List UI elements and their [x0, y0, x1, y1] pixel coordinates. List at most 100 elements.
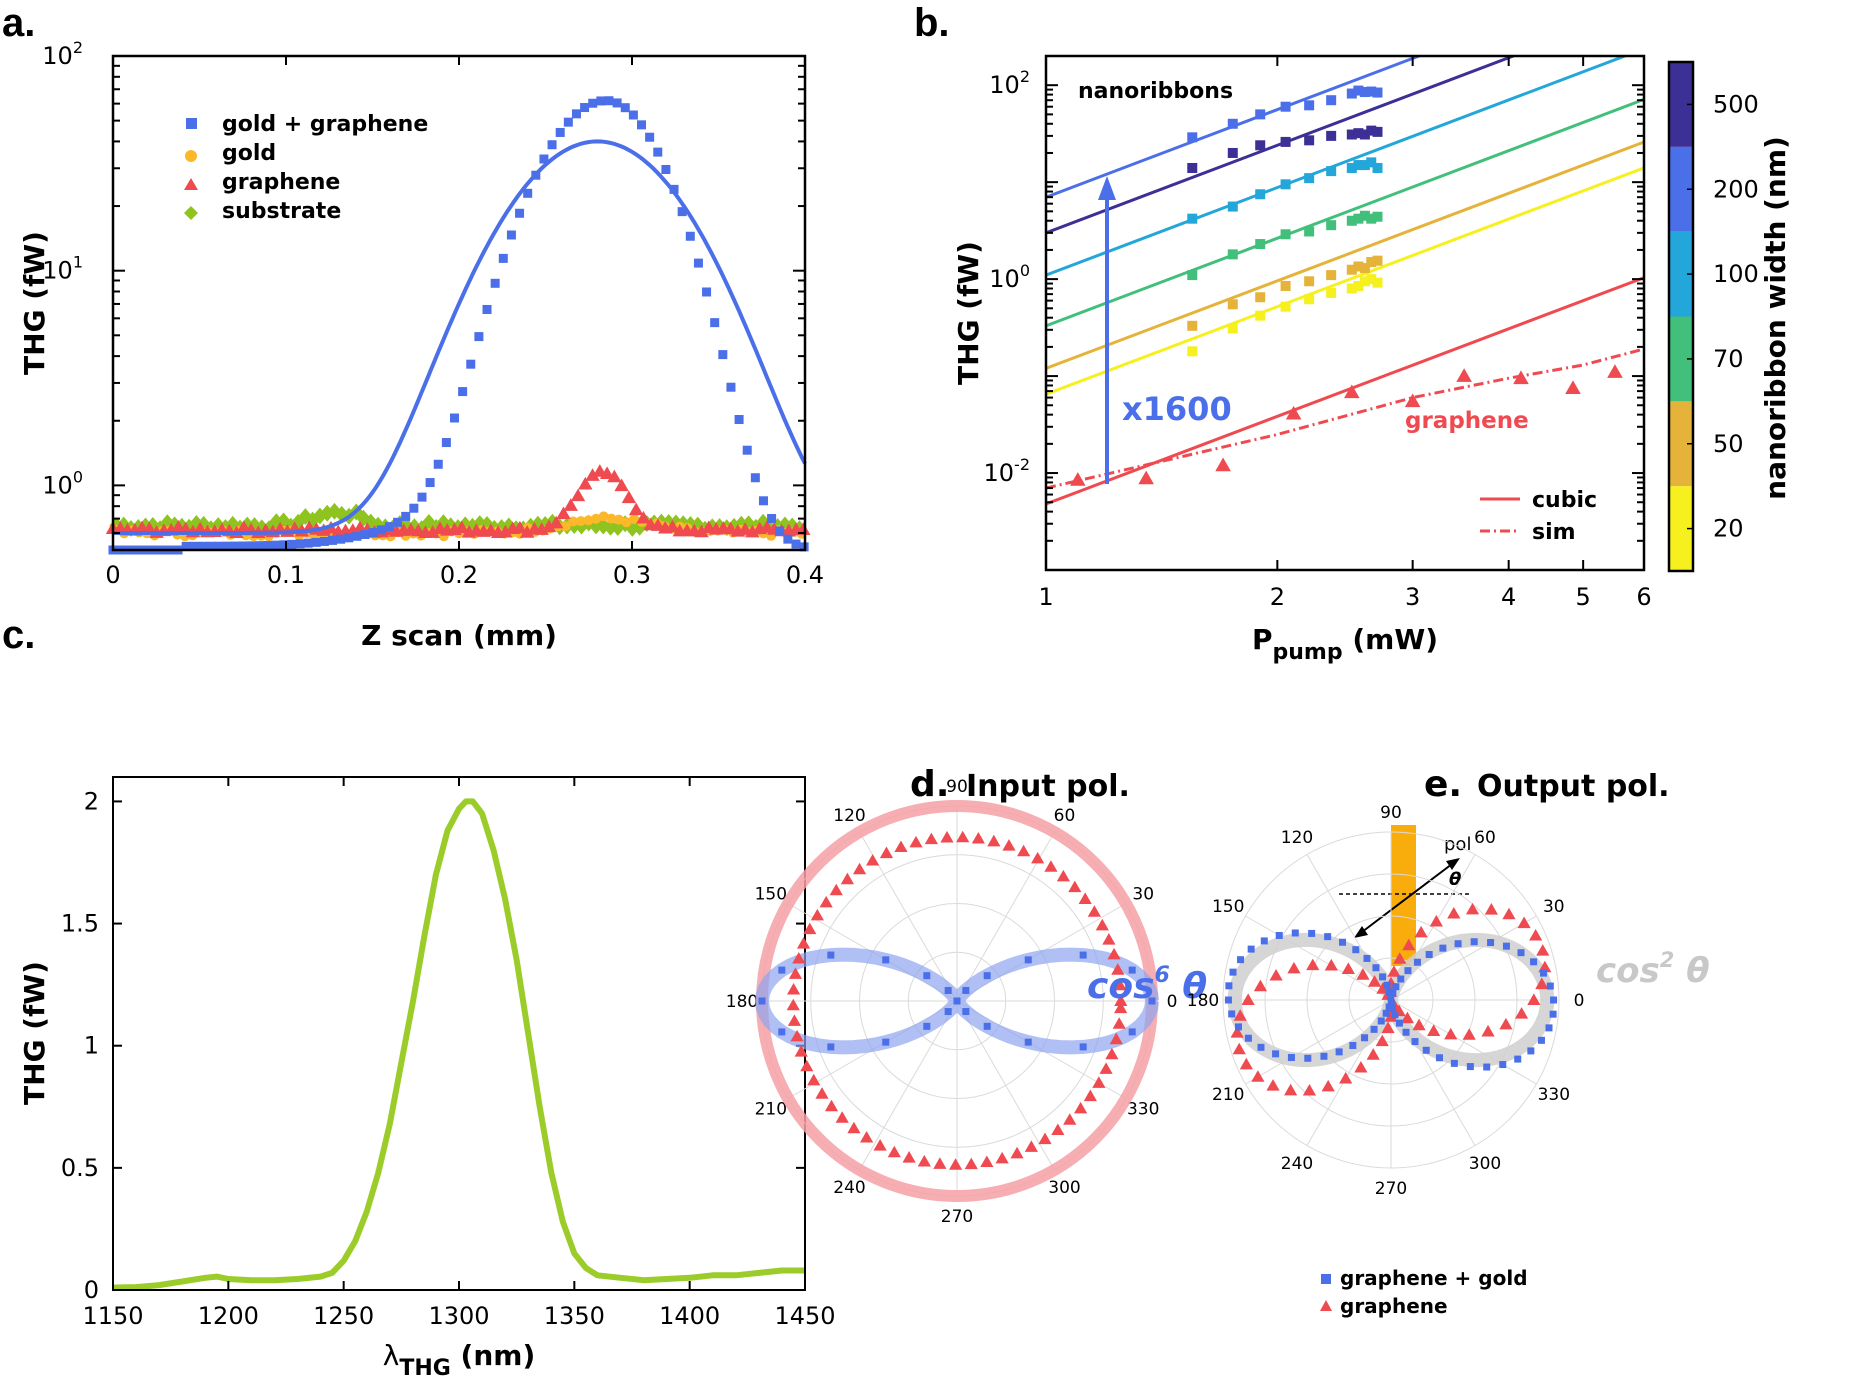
- gold-graphene-polar-point: [1257, 1043, 1265, 1051]
- graphene-polar-point: [824, 1099, 839, 1112]
- graphene-polar-point: [1535, 977, 1549, 990]
- substrate-point: [443, 517, 458, 535]
- polar-angle-label: 120: [1281, 828, 1313, 848]
- gold-graphene-polar-point: [1454, 940, 1462, 948]
- legend-de: graphene + gold graphene: [1320, 1266, 1528, 1318]
- graphene-point: [519, 525, 535, 538]
- gold-graphene-polar-point: [1514, 1055, 1522, 1063]
- polar-angle-label: 30: [1132, 885, 1154, 905]
- graphene-polar-point: [1068, 880, 1082, 893]
- point-20: [1346, 283, 1357, 294]
- colorbar-tick-label: 100: [1713, 260, 1759, 288]
- graphene-polar-point: [1230, 1026, 1244, 1038]
- gold-graphene-polar-point: [1320, 1052, 1328, 1060]
- y-tick-label: 100: [42, 467, 83, 499]
- gold-graphene-point: [197, 541, 207, 551]
- gold-graphene-point: [206, 541, 216, 551]
- graphene-polar-point: [1384, 1010, 1398, 1022]
- graphene-polar-point: [815, 1087, 829, 1099]
- graphene-polar-point: [1341, 962, 1355, 974]
- graphene-polar-point: [1111, 963, 1125, 975]
- graphene-polar-point: [1109, 1032, 1123, 1045]
- graphene-polar-point: [859, 1130, 874, 1143]
- y-tick-label: 0.5: [61, 1154, 99, 1182]
- gold-graphene-point: [490, 278, 500, 288]
- x-tick-label: 5: [1576, 583, 1591, 611]
- point-100: [1366, 157, 1377, 168]
- graphene-point: [570, 488, 586, 502]
- point-20: [1227, 323, 1238, 334]
- gold-graphene-point: [393, 517, 403, 527]
- gold-graphene-point: [604, 96, 614, 106]
- gold-graphene-point: [230, 541, 240, 551]
- graphene-point: [549, 515, 564, 529]
- x-tick-label: 4: [1501, 583, 1516, 611]
- gold-graphene-point: [677, 207, 687, 217]
- point-graphene: [1565, 380, 1581, 395]
- graphene-point: [498, 524, 513, 538]
- point-20: [1280, 301, 1291, 312]
- substrate-point: [429, 519, 444, 536]
- point-500: [1359, 129, 1370, 140]
- gold-graphene-polar-point: [1372, 964, 1380, 972]
- gold-graphene-point: [303, 538, 313, 548]
- polar-grid-spoke: [1245, 999, 1392, 1085]
- chart-e-title: Output pol.: [1477, 769, 1670, 804]
- graphene-polar-point: [1114, 1001, 1128, 1014]
- gold-graphene-point: [189, 541, 199, 551]
- gold-graphene-polar-point: [1370, 1025, 1378, 1033]
- polar-angle-label: 150: [755, 885, 787, 905]
- polar-angle-label: 240: [833, 1178, 865, 1198]
- graphene-polar-point: [1284, 1083, 1298, 1096]
- graphene-polar-point: [1324, 958, 1338, 971]
- gold-graphene-point: [588, 98, 598, 108]
- fit-line-70: [1046, 98, 1644, 328]
- chart-a-xlabel: Z scan (mm): [361, 619, 557, 652]
- graphene-polar-point: [956, 830, 970, 843]
- chart-b: 1 2 3 4 5 6 10-2 100 102 Ppump (mW) THG (fW) nan…: [952, 54, 1792, 665]
- point-200: [1353, 85, 1364, 96]
- gold-graphene-point: [376, 525, 386, 535]
- point-200: [1255, 109, 1266, 120]
- gold-graphene-point: [628, 110, 638, 120]
- graphene-polar-point: [1232, 1042, 1246, 1055]
- graphene-point: [607, 469, 622, 483]
- chart-a-marks: [105, 96, 811, 555]
- gold-graphene-polar-point: [1391, 1011, 1399, 1019]
- gold-graphene-point: [319, 536, 329, 546]
- graphene-polar-point: [847, 1121, 861, 1134]
- gold-graphene-polar-point: [1128, 1028, 1136, 1036]
- gold-graphene-point: [555, 127, 565, 137]
- chart-b-frame: [1044, 54, 1646, 572]
- graphene-polar-point: [1517, 916, 1531, 929]
- graphene-polar-point: [819, 895, 833, 908]
- polar-grid-spoke: [1390, 999, 1537, 1085]
- point-100: [1346, 162, 1357, 173]
- graphene-polar-point: [1010, 1146, 1024, 1159]
- gold-graphene-polar-point: [944, 1008, 952, 1016]
- gold-graphene-polar-point: [1435, 1054, 1443, 1062]
- fit-line-50: [1046, 140, 1644, 370]
- gold-graphene-polar-point: [1148, 997, 1156, 1005]
- gold-graphene-polar-point: [1540, 969, 1548, 977]
- point-20: [1366, 274, 1377, 285]
- graphene-point: [541, 519, 557, 533]
- graphene-polar-point: [1063, 1113, 1077, 1125]
- gold-graphene-polar-point: [1349, 1041, 1357, 1049]
- graphene-polar-point: [1083, 1089, 1097, 1102]
- gold-graphene-point: [214, 541, 224, 551]
- graphene-polar-point: [902, 1151, 916, 1163]
- legend-label-sim: sim: [1532, 520, 1576, 545]
- graphene-point: [556, 506, 571, 520]
- gold-graphene-polar-point: [1397, 975, 1405, 983]
- polar-angle-label: 180: [726, 992, 758, 1012]
- point-50: [1280, 280, 1291, 291]
- point-70: [1187, 270, 1198, 281]
- legend-label-cubic: cubic: [1532, 488, 1597, 513]
- graphene-polar-point: [1414, 925, 1428, 938]
- graphene-polar-point: [1038, 1132, 1052, 1145]
- gold-graphene-polar-point: [1247, 945, 1255, 953]
- graphene-polar-point: [1099, 1062, 1113, 1074]
- point-200: [1359, 87, 1370, 98]
- sim-line-graphene: [1046, 347, 1644, 490]
